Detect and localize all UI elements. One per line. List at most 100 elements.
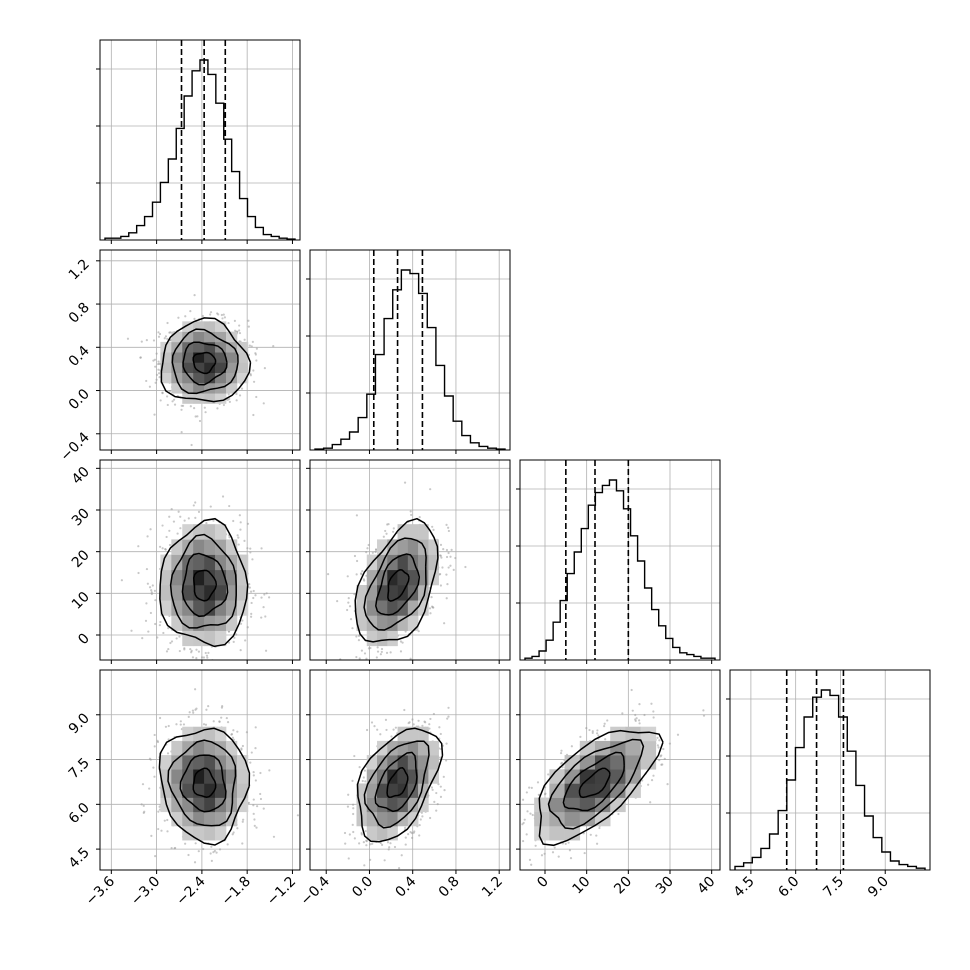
scatter-point <box>215 851 218 854</box>
density-block <box>407 539 419 555</box>
scatter-point <box>167 738 170 741</box>
scatter-point <box>557 855 560 858</box>
scatter-point <box>347 597 350 600</box>
x-tick-label: 40 <box>695 874 719 898</box>
density-block <box>366 811 378 827</box>
scatter-point <box>202 656 206 659</box>
scatter-point <box>177 316 180 319</box>
density-block <box>418 585 429 601</box>
scatter-point <box>384 718 388 721</box>
density-block <box>215 726 227 742</box>
density-block <box>397 769 409 784</box>
scatter-point <box>420 811 423 814</box>
scatter-point <box>179 527 182 530</box>
scatter-point <box>160 829 163 832</box>
scatter-point <box>184 842 187 845</box>
scatter-point <box>439 584 442 587</box>
scatter-point <box>591 731 594 735</box>
scatter-point <box>202 723 206 726</box>
scatter-point <box>150 589 153 592</box>
scatter-point <box>152 339 156 342</box>
scatter-point <box>432 712 435 716</box>
scatter-point <box>168 515 171 518</box>
scatter-point <box>178 635 181 638</box>
scatter-point <box>249 374 252 377</box>
scatter-point <box>157 335 161 338</box>
scatter-point <box>260 616 263 619</box>
density-block <box>418 569 429 586</box>
scatter-point <box>161 391 164 394</box>
scatter-point <box>649 801 652 804</box>
scatter-point <box>543 852 546 855</box>
scatter-point <box>188 711 191 714</box>
scatter-point <box>195 648 198 651</box>
density-block <box>625 740 641 756</box>
scatter-point <box>531 813 534 817</box>
scatter-point <box>190 443 193 447</box>
histogram-line <box>314 269 506 450</box>
density-block <box>387 825 398 841</box>
scatter-point <box>176 532 179 535</box>
scatter-point <box>428 727 431 730</box>
scatter-point <box>248 344 251 347</box>
scatter-point <box>630 688 633 692</box>
scatter-point <box>154 622 157 626</box>
scatter-point <box>187 715 190 718</box>
scatter-point <box>239 521 242 524</box>
scatter-point <box>439 572 442 576</box>
density-block <box>215 331 227 343</box>
scatter-point <box>702 709 705 712</box>
scatter-point <box>370 721 374 724</box>
density-block <box>397 539 409 555</box>
contour-line <box>179 754 227 813</box>
contour-line <box>363 740 430 829</box>
density-block <box>226 352 238 363</box>
scatter-point <box>180 408 183 411</box>
scatter-point <box>407 721 410 725</box>
scatter-point <box>203 406 206 409</box>
density-block <box>418 600 429 616</box>
scatter-point <box>241 820 244 823</box>
scatter-point <box>393 845 397 849</box>
y-tick-label: 0.0 <box>66 386 93 413</box>
density-block <box>204 755 216 770</box>
histogram-line <box>734 689 926 870</box>
scatter-point <box>439 795 443 798</box>
density-block <box>610 740 626 756</box>
scatter-point <box>349 618 353 621</box>
density-block <box>356 797 368 813</box>
scatter-point <box>268 769 271 772</box>
scatter-point <box>421 815 424 818</box>
scatter-point <box>204 723 208 726</box>
scatter-point <box>170 508 173 511</box>
density-block <box>182 755 194 770</box>
scatter-point <box>210 661 212 663</box>
scatter-point <box>411 718 414 721</box>
scatter-point <box>238 394 242 397</box>
scatter-point <box>382 535 385 538</box>
scatter-point <box>638 719 641 722</box>
scatter-point <box>650 702 653 705</box>
density-block <box>226 362 238 374</box>
contour-line <box>182 341 228 386</box>
scatter-point <box>268 596 271 599</box>
y-tick-label: 1.2 <box>66 256 93 283</box>
contour-line <box>547 738 645 830</box>
scatter-point <box>439 543 443 546</box>
scatter-point <box>336 600 339 603</box>
density-block <box>377 630 388 647</box>
scatter-point <box>207 651 210 654</box>
scatter-point <box>450 548 453 551</box>
density-block <box>204 362 216 374</box>
scatter-point <box>183 519 186 522</box>
density-block <box>377 600 388 616</box>
x-tick-label: 0.0 <box>349 874 376 901</box>
scatter-point <box>373 664 375 666</box>
scatter-point <box>233 636 236 639</box>
scatter-point <box>153 775 156 778</box>
scatter-point <box>447 715 450 718</box>
scatter-point <box>433 800 436 803</box>
y-tick-label: 0.8 <box>66 300 93 327</box>
contours <box>160 317 252 403</box>
scatter-point <box>392 527 395 530</box>
